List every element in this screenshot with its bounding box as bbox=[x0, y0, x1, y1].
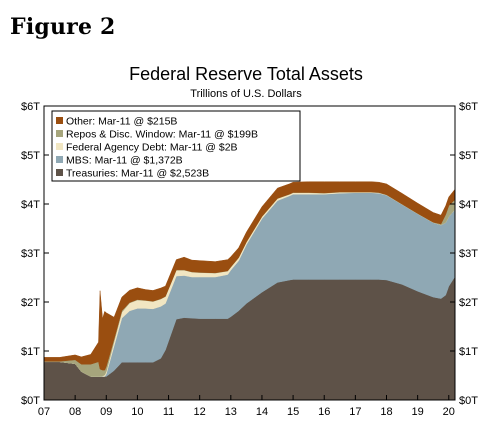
legend-label: Other: Mar-11 @ $215B bbox=[66, 116, 177, 128]
x-tick-label: 17 bbox=[349, 406, 361, 418]
legend-swatch bbox=[56, 143, 63, 150]
x-tick-label: 09 bbox=[100, 406, 112, 418]
y-tick-label-right: $1T bbox=[459, 346, 478, 358]
y-tick-label-left: $1T bbox=[21, 346, 40, 358]
legend-label: MBS: Mar-11 @ $1,372B bbox=[66, 155, 183, 167]
y-tick-label-right: $2T bbox=[459, 297, 478, 309]
legend-label: Repos & Disc. Window: Mar-11 @ $199B bbox=[66, 129, 258, 141]
x-tick-label: 11 bbox=[163, 406, 174, 418]
y-tick-label-right: $3T bbox=[459, 248, 478, 260]
x-tick-label: 08 bbox=[69, 406, 81, 418]
x-tick-label: 20 bbox=[443, 406, 455, 418]
legend-label: Treasuries: Mar-11 @ $2,523B bbox=[66, 168, 209, 180]
legend-swatch bbox=[56, 130, 63, 137]
legend-swatch bbox=[56, 169, 63, 176]
legend-swatch bbox=[56, 156, 63, 163]
y-tick-label-left: $2T bbox=[21, 297, 40, 309]
y-tick-label-left: $3T bbox=[21, 248, 40, 260]
stacked-areas bbox=[44, 182, 455, 400]
x-tick-label: 07 bbox=[38, 406, 50, 418]
y-tick-label-left: $5T bbox=[21, 150, 40, 162]
y-tick-label-right: $0T bbox=[459, 395, 478, 407]
x-tick-label: 15 bbox=[287, 406, 299, 418]
x-tick-label: 10 bbox=[131, 406, 143, 418]
x-tick-label: 13 bbox=[225, 406, 237, 418]
x-tick-label: 12 bbox=[194, 406, 206, 418]
legend-swatch bbox=[56, 117, 63, 124]
y-tick-label-left: $4T bbox=[21, 199, 40, 211]
y-tick-label-left: $6T bbox=[21, 101, 40, 113]
legend: Other: Mar-11 @ $215BRepos & Disc. Windo… bbox=[52, 111, 300, 181]
legend-label: Federal Agency Debt: Mar-11 @ $2B bbox=[66, 142, 238, 154]
x-tick-label: 19 bbox=[412, 406, 424, 418]
y-tick-label-right: $5T bbox=[459, 150, 478, 162]
x-tick-label: 16 bbox=[318, 406, 330, 418]
x-tick-label: 14 bbox=[256, 406, 268, 418]
y-tick-label-right: $6T bbox=[459, 101, 478, 113]
y-tick-label-right: $4T bbox=[459, 199, 478, 211]
x-tick-label: 18 bbox=[380, 406, 392, 418]
